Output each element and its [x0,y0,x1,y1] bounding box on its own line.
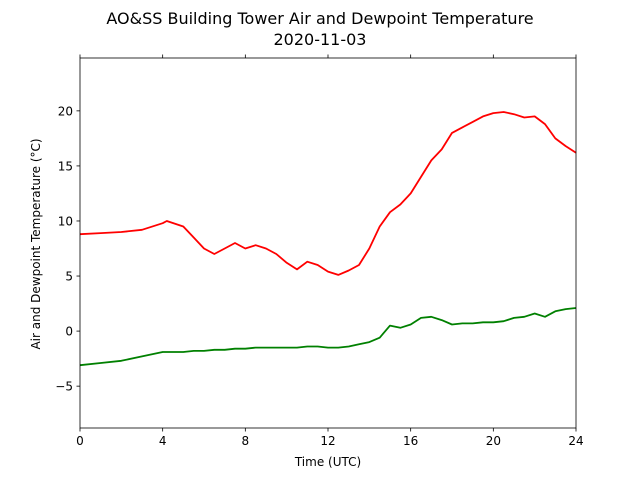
chart-subtitle: 2020-11-03 [274,30,367,49]
y-tick-label: 15 [58,159,73,173]
x-tick-label: 16 [403,434,418,448]
x-tick-label: 24 [568,434,583,448]
x-tick-label: 0 [76,434,84,448]
x-tick-label: 8 [242,434,250,448]
y-tick-label: 20 [58,104,73,118]
y-tick-label: −5 [55,380,73,394]
y-tick-label: 0 [65,325,73,339]
x-tick-label: 4 [159,434,167,448]
y-tick-label: 10 [58,214,73,228]
series-line-2 [79,307,577,367]
y-tick-label: 5 [65,270,73,284]
series-line-1 [79,111,577,276]
plot-frame [79,57,577,429]
y-axis-label: Air and Dewpoint Temperature (°C) [29,138,43,349]
plot-area: 0 4 8 12 16 20 24 −5 0 5 10 15 20 [55,54,584,448]
x-tick-label: 12 [320,434,335,448]
chart-title: AO&SS Building Tower Air and Dewpoint Te… [106,9,533,28]
x-tick-label: 20 [486,434,501,448]
x-axis-label: Time (UTC) [294,455,361,469]
